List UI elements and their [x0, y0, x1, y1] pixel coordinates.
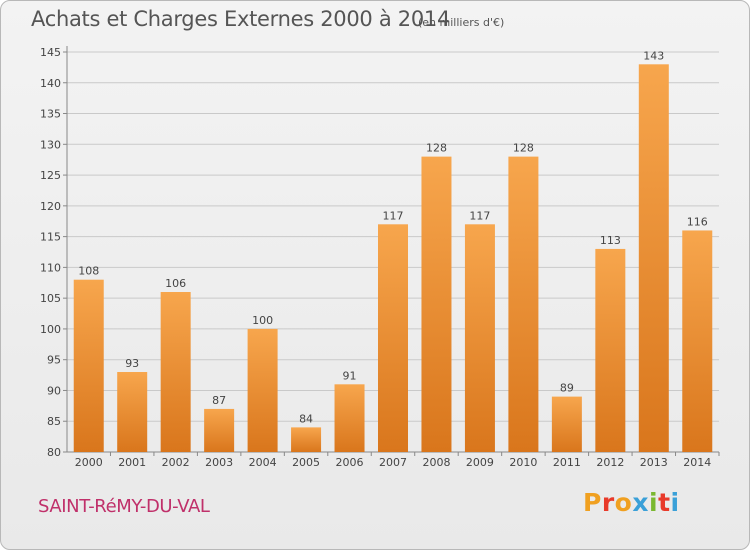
logo-letter: i	[649, 488, 659, 517]
bar-2002	[160, 292, 191, 452]
x-tick-label: 2010	[509, 456, 537, 469]
value-label: 84	[299, 412, 313, 425]
logo-letter: o	[614, 488, 633, 517]
y-tick-label: 115	[40, 231, 61, 244]
value-label: 117	[469, 209, 490, 222]
y-tick-label: 140	[40, 77, 61, 90]
y-tick-label: 100	[40, 323, 61, 336]
x-tick-label: 2004	[249, 456, 277, 469]
logo-letter: i	[670, 488, 680, 517]
bars	[73, 64, 713, 453]
value-label: 108	[78, 265, 99, 278]
y-tick-label: 135	[40, 108, 61, 121]
x-tick-label: 2006	[336, 456, 364, 469]
value-label: 91	[343, 369, 357, 382]
logo-letter: x	[632, 488, 649, 517]
bar-2011	[551, 396, 582, 452]
commune-name: SAINT-RéMY-DU-VAL	[38, 496, 210, 517]
value-label: 100	[252, 314, 273, 327]
y-tick-label: 145	[40, 46, 61, 59]
chart-subtitle: (en milliers d'€)	[418, 16, 505, 29]
value-label: 128	[426, 142, 447, 155]
x-tick-label: 2009	[466, 456, 494, 469]
y-tick-label: 90	[47, 384, 61, 397]
proxiti-logo[interactable]: Proxiti	[583, 488, 680, 517]
bar-2010	[508, 156, 539, 452]
y-tick-label: 120	[40, 200, 61, 213]
y-tick-label: 95	[47, 354, 61, 367]
logo-letter: t	[658, 488, 671, 517]
x-tick-label: 2005	[292, 456, 320, 469]
value-label: 93	[125, 357, 139, 370]
x-tick-label: 2014	[683, 456, 711, 469]
bar-2003	[204, 408, 235, 452]
value-labels: 108 93 106 87 100 84 91 117 128 117 128 89 113 143 116	[78, 49, 708, 425]
bar-2013	[638, 64, 669, 453]
value-label: 89	[560, 382, 574, 395]
bar-2004	[247, 328, 278, 452]
value-label: 113	[600, 234, 621, 247]
value-label: 116	[687, 215, 708, 228]
chart-title: Achats et Charges Externes 2000 à 2014	[31, 7, 451, 31]
y-tick-label: 105	[40, 292, 61, 305]
bar-2008	[421, 156, 452, 452]
x-tick-label: 2003	[205, 456, 233, 469]
x-tick-label: 2000	[75, 456, 103, 469]
y-axis: 80 85 90 95 100 105 110 115 120 125 130 135 140 145	[40, 46, 61, 459]
bar-2012	[595, 248, 626, 452]
x-tick-label: 2012	[596, 456, 624, 469]
value-label: 128	[513, 142, 534, 155]
y-tick-label: 80	[47, 446, 61, 459]
bar-2014	[682, 230, 713, 452]
bar-2000	[73, 279, 104, 452]
bar-2009	[464, 224, 495, 452]
bar-2001	[117, 372, 148, 452]
bar-2006	[334, 384, 365, 452]
y-tick-label: 130	[40, 138, 61, 151]
logo-letter: P	[583, 488, 602, 517]
y-tick-label: 110	[40, 261, 61, 274]
x-tick-label: 2007	[379, 456, 407, 469]
value-label: 87	[212, 394, 226, 407]
x-axis: 2000 2001 2002 2003 2004 2005 2006 2007 2008 2009…	[75, 452, 720, 469]
value-label: 117	[383, 209, 404, 222]
x-tick-label: 2008	[422, 456, 450, 469]
bar-2007	[378, 224, 408, 452]
y-tick-label: 85	[47, 415, 61, 428]
x-tick-label: 2001	[118, 456, 146, 469]
x-tick-label: 2011	[553, 456, 581, 469]
y-tick-label: 125	[40, 169, 61, 182]
bar-2005	[291, 427, 322, 452]
x-tick-label: 2013	[640, 456, 668, 469]
logo-letter: r	[601, 488, 615, 517]
x-tick-label: 2002	[162, 456, 190, 469]
value-label: 106	[165, 277, 186, 290]
value-label: 143	[643, 49, 664, 62]
